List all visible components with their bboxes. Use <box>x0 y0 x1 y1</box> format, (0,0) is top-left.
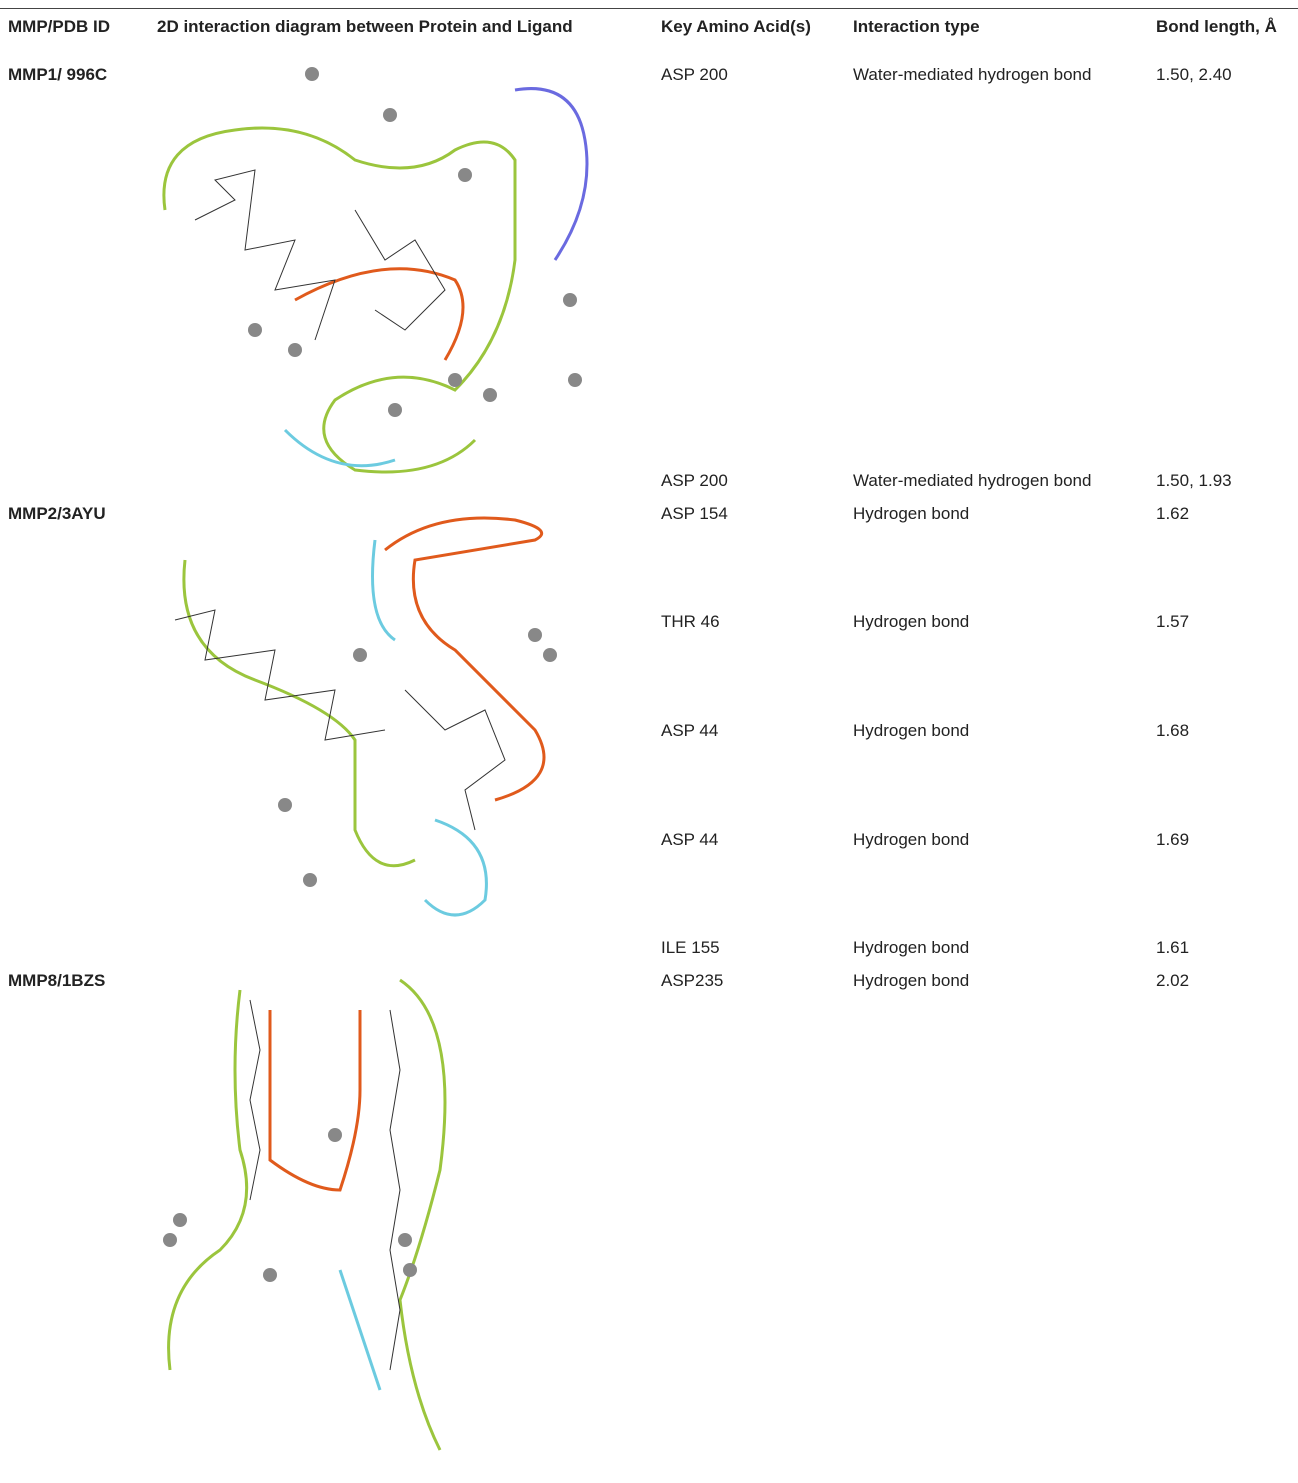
amino-acid: ASP 44 <box>661 830 718 850</box>
amino-acid: ASP 200 <box>661 471 728 491</box>
interaction-type: Water-mediated hydrogen bond <box>853 65 1091 85</box>
bond-length: 1.62 <box>1156 504 1189 524</box>
interaction-type: Water-mediated hydrogen bond <box>853 471 1091 491</box>
interaction-diagram <box>160 970 470 1475</box>
bond-length: 1.68 <box>1156 721 1189 741</box>
bond-length: 1.50, 1.93 <box>1156 471 1232 491</box>
amino-acid: ASP 200 <box>661 65 728 85</box>
column-header: Key Amino Acid(s) <box>661 17 811 37</box>
column-header: Interaction type <box>853 17 980 37</box>
amino-acid: ASP 44 <box>661 721 718 741</box>
bond-length: 2.02 <box>1156 971 1189 991</box>
column-header: MMP/PDB ID <box>8 17 110 37</box>
interaction-type: Hydrogen bond <box>853 721 969 741</box>
interaction-diagram <box>155 60 595 480</box>
page: {"table": { "columns": ["MMP/PDB ID", "2… <box>0 0 1298 1483</box>
interaction-diagram <box>155 500 575 940</box>
amino-acid: ASP 154 <box>661 504 728 524</box>
amino-acid: THR 46 <box>661 612 720 632</box>
bond-length: 1.57 <box>1156 612 1189 632</box>
interaction-type: Hydrogen bond <box>853 504 969 524</box>
row-id: MMP1/ 996C <box>8 65 107 85</box>
amino-acid: ASP235 <box>661 971 723 991</box>
bond-length: 1.50, 2.40 <box>1156 65 1232 85</box>
column-header: 2D interaction diagram between Protein a… <box>157 17 573 37</box>
bond-length: 1.61 <box>1156 938 1189 958</box>
top-rule <box>0 8 1298 9</box>
bond-length: 1.69 <box>1156 830 1189 850</box>
interaction-type: Hydrogen bond <box>853 938 969 958</box>
row-id: MMP2/3AYU <box>8 504 106 524</box>
interaction-type: Hydrogen bond <box>853 830 969 850</box>
row-id: MMP8/1BZS <box>8 971 105 991</box>
interaction-type: Hydrogen bond <box>853 971 969 991</box>
interaction-type: Hydrogen bond <box>853 612 969 632</box>
amino-acid: ILE 155 <box>661 938 720 958</box>
column-header: Bond length, Å <box>1156 17 1277 37</box>
